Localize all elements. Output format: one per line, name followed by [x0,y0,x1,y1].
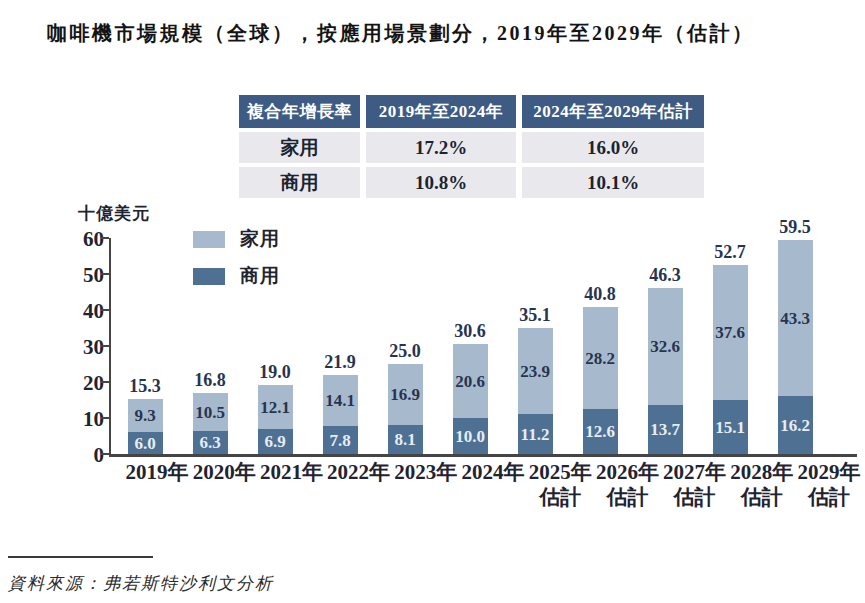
bar-segment-home: 14.1 [323,375,358,426]
bar-value-label-commercial: 7.8 [329,432,350,449]
bar-total-label: 21.9 [310,352,370,372]
bar-segment-commercial: 8.1 [388,425,423,454]
bar-total-label: 40.8 [570,284,630,304]
bar-value-label-home: 9.3 [134,407,155,424]
y-axis-tick-mark [101,309,109,311]
bar-segment-commercial: 12.6 [583,409,618,454]
chart-legend: 家用 商用 [193,226,280,300]
bar-segment-home: 20.6 [453,344,488,418]
y-axis-tick-label: 20 [58,371,104,395]
bar-value-label-commercial: 6.9 [264,433,285,450]
bar-value-label-commercial: 8.1 [394,431,415,448]
bar-segment-home: 32.6 [648,288,683,405]
cagr-row-commercial-value-2: 10.1% [522,167,704,198]
bar-total-label: 35.1 [505,305,565,325]
cagr-header-metric: 複合年增長率 [239,95,360,128]
y-axis-tick-label: 40 [58,299,104,323]
bar-segment-home: 43.3 [778,240,813,396]
bar-value-label-home: 23.9 [520,363,550,380]
footnote-rule [8,556,153,558]
page: 咖啡機市場規模（全球），按應用場景劃分，2019年至2029年（估計） 複合年增… [0,0,865,603]
y-axis-tick-mark [101,417,109,419]
cagr-row-home-label: 家用 [239,132,360,163]
bar-value-label-commercial: 6.0 [134,435,155,452]
bar-value-label-home: 43.3 [780,310,810,327]
bar-segment-commercial: 13.7 [648,405,683,454]
bar-segment-commercial: 7.8 [323,426,358,454]
bar-total-label: 59.5 [765,217,825,237]
y-axis-unit-label: 十億美元 [78,202,150,225]
x-axis-label-year: 2029年 [781,460,865,485]
bar-value-label-home: 10.5 [195,404,225,421]
cagr-header-period-2: 2024年至2029年估計 [522,95,704,128]
cagr-row-home-value-1: 17.2% [366,132,516,163]
bar-segment-commercial: 16.2 [778,396,813,454]
cagr-row-commercial-label: 商用 [239,167,360,198]
legend-row-commercial: 商用 [193,263,280,289]
legend-label-commercial: 商用 [240,263,280,289]
bar-segment-commercial: 6.3 [193,431,228,454]
y-axis-tick-mark [101,381,109,383]
bar-value-label-home: 16.9 [390,386,420,403]
chart-title: 咖啡機市場規模（全球），按應用場景劃分，2019年至2029年（估計） [47,20,755,47]
bar-value-label-home: 12.1 [260,399,290,416]
legend-row-home: 家用 [193,226,280,252]
y-axis-line [109,238,111,457]
bar-value-label-commercial: 10.0 [455,428,485,445]
bar-value-label-commercial: 13.7 [650,421,680,438]
bar-segment-commercial: 6.9 [258,429,293,454]
bar-segment-home: 37.6 [713,265,748,400]
legend-swatch-home [193,231,225,248]
bar-total-label: 19.0 [245,362,305,382]
y-axis-tick-label: 10 [58,407,104,431]
x-axis-line [109,454,857,457]
y-axis-tick-mark [101,345,109,347]
bar-segment-home: 9.3 [128,399,163,432]
bar-segment-commercial: 10.0 [453,418,488,454]
bar-segment-commercial: 11.2 [518,414,553,454]
bar-value-label-home: 20.6 [455,373,485,390]
bar-value-label-commercial: 16.2 [780,417,810,434]
legend-swatch-commercial [193,268,225,285]
cagr-row-commercial-value-1: 10.8% [366,167,516,198]
y-axis-tick-mark [101,453,109,455]
bar-value-label-home: 37.6 [715,324,745,341]
bar-segment-commercial: 15.1 [713,400,748,454]
y-axis-tick-label: 0 [58,443,104,467]
bar-value-label-commercial: 11.2 [521,426,550,443]
y-axis-tick-label: 50 [58,263,104,287]
bar-value-label-commercial: 15.1 [715,419,745,436]
bar-total-label: 25.0 [375,341,435,361]
x-axis-label: 2029年估計 [781,460,865,510]
bar-total-label: 15.3 [115,376,175,396]
bar-segment-home: 12.1 [258,385,293,429]
y-axis-tick-mark [101,237,109,239]
bar-total-label: 46.3 [635,265,695,285]
bar-value-label-home: 14.1 [325,392,355,409]
bar-value-label-home: 32.6 [650,338,680,355]
bar-value-label-home: 28.2 [585,350,615,367]
bar-total-label: 16.8 [180,370,240,390]
x-axis-label-estimate: 估計 [781,485,865,510]
y-axis-tick-mark [101,273,109,275]
bar-segment-home: 23.9 [518,328,553,414]
legend-label-home: 家用 [240,226,280,252]
bar-segment-home: 28.2 [583,307,618,409]
y-axis-tick-label: 60 [58,227,104,251]
cagr-table: 複合年增長率 2019年至2024年 2024年至2029年估計 家用 17.2… [239,95,704,198]
source-text: 資料來源：弗若斯特沙利文分析 [8,572,274,595]
bar-segment-home: 16.9 [388,364,423,425]
bar-segment-home: 10.5 [193,393,228,431]
bar-value-label-commercial: 12.6 [585,423,615,440]
y-axis-tick-label: 30 [58,335,104,359]
bar-total-label: 52.7 [700,242,760,262]
bar-segment-commercial: 6.0 [128,432,163,454]
cagr-header-period-1: 2019年至2024年 [366,95,516,128]
bar-total-label: 30.6 [440,321,500,341]
bar-value-label-commercial: 6.3 [199,434,220,451]
cagr-row-home-value-2: 16.0% [522,132,704,163]
